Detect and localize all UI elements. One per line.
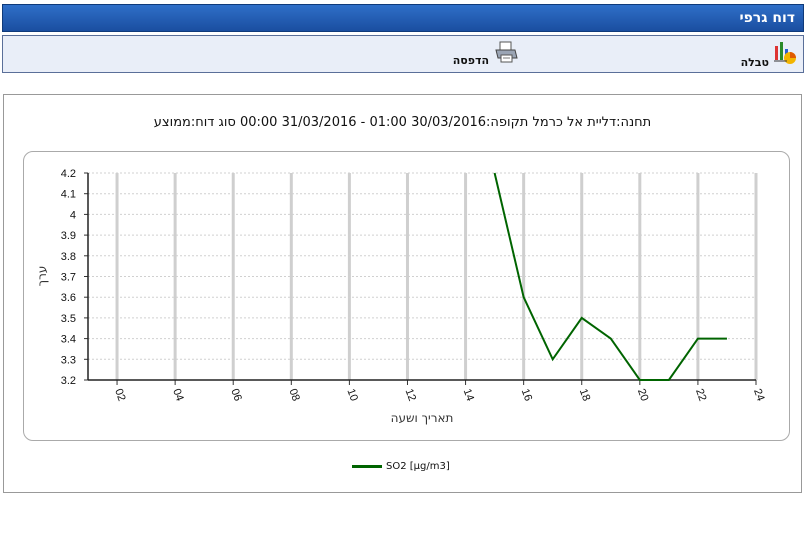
x-axis-title: תאריך ושעה (391, 411, 454, 425)
x-tick-label: 20 (635, 387, 650, 403)
table-button[interactable]: טבלה (741, 40, 797, 70)
y-tick-label: 3.7 (61, 272, 76, 284)
y-tick-label: 3.5 (61, 313, 76, 325)
chart-icon (773, 40, 797, 70)
x-tick-label: 02 (112, 387, 127, 403)
legend-swatch (352, 465, 382, 468)
x-tick-label: 22 (693, 387, 708, 403)
y-tick-label: 3.6 (61, 292, 76, 304)
y-axis-title: ערך (35, 266, 49, 287)
x-tick-label: 06 (228, 387, 243, 403)
y-tick-label: 4.1 (61, 189, 76, 201)
y-tick-label: 3.4 (61, 334, 76, 346)
y-tick-label: 3.8 (61, 251, 76, 263)
printer-icon (493, 40, 519, 68)
window-titlebar: דוח גרפי (2, 4, 804, 32)
table-label: טבלה (740, 56, 769, 69)
toolbar: טבלה הדפסה (2, 35, 804, 73)
legend-label: SO2 [µg/m3] (386, 461, 450, 472)
series-line (493, 172, 727, 381)
plot-frame (23, 151, 790, 441)
window-title: דוח גרפי (739, 10, 795, 26)
y-tick-label: 3.3 (61, 354, 76, 366)
print-button[interactable]: הדפסה (453, 40, 519, 68)
x-tick-label: 24 (751, 387, 766, 403)
x-tick-label: 08 (286, 387, 301, 403)
x-tick-label: 12 (403, 387, 418, 403)
chart-panel: תחנה:דליית אל כרמל תקופה:30/03/2016 01:0… (3, 94, 802, 493)
x-tick-label: 10 (344, 387, 359, 403)
print-label: הדפסה (452, 54, 489, 67)
x-tick-label: 18 (577, 387, 592, 403)
y-tick-label: 3.2 (61, 375, 76, 387)
y-tick-label: 3.9 (61, 230, 76, 242)
y-tick-label: 4.2 (61, 168, 76, 180)
x-tick-label: 04 (170, 387, 185, 403)
y-tick-label: 4 (70, 209, 76, 221)
chart-title: תחנה:דליית אל כרמל תקופה:30/03/2016 01:0… (153, 115, 652, 130)
legend: SO2 [µg/m3] (352, 461, 450, 472)
x-tick-label: 16 (519, 387, 534, 403)
x-tick-label: 14 (461, 387, 476, 403)
